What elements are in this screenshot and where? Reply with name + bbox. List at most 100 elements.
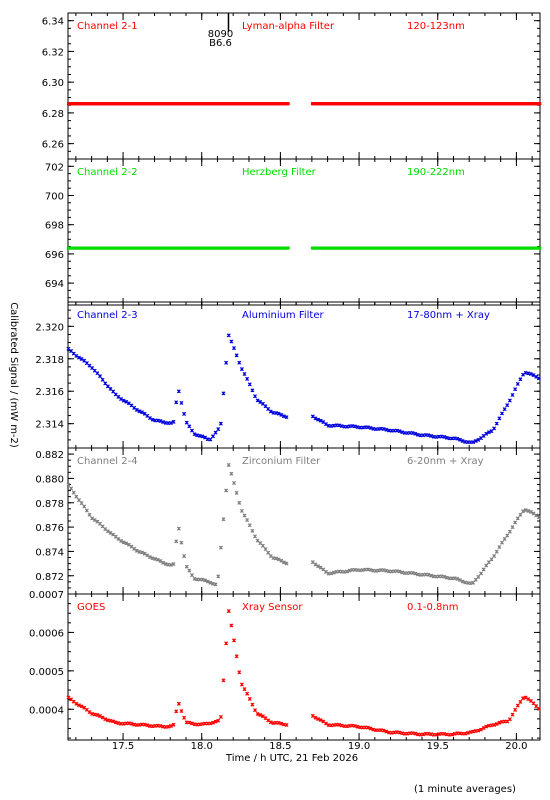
data-point — [316, 564, 321, 569]
data-point — [313, 416, 318, 421]
data-point — [471, 440, 476, 445]
data-point — [528, 509, 533, 514]
data-point — [234, 353, 239, 358]
data-point — [210, 720, 215, 725]
data-point — [492, 554, 497, 559]
data-point — [510, 392, 515, 397]
data-point — [90, 711, 95, 716]
panel-band-label: 17-80nm + Xray — [407, 310, 490, 321]
x-tick-label: 17.5 — [112, 741, 134, 752]
panel-3: 2.320 2.318 2.316 2.314 Channel 2-3 Aluminium… — [35, 301, 541, 449]
data-point — [208, 721, 213, 726]
data-point — [528, 371, 533, 376]
data-point — [489, 429, 494, 434]
data-point — [221, 391, 226, 396]
data-point — [168, 562, 173, 567]
data-point — [176, 526, 181, 531]
data-point — [113, 720, 118, 725]
data-point — [229, 339, 234, 344]
data-point — [232, 481, 236, 485]
data-point — [208, 437, 213, 442]
data-point — [318, 418, 323, 423]
data-point — [145, 553, 150, 558]
data-point — [242, 372, 247, 376]
y-tick-label: 2.316 — [35, 387, 64, 398]
data-point — [505, 403, 510, 408]
data-point — [111, 389, 116, 394]
data-point — [339, 424, 344, 429]
data-point — [119, 539, 124, 543]
data-point — [124, 399, 129, 404]
data-point — [253, 708, 258, 713]
data-point — [473, 577, 478, 582]
data-point — [337, 423, 342, 428]
y-axis-title: Calibrated Signal / (mW m-2) — [8, 302, 19, 448]
data-point — [518, 699, 523, 704]
data-point — [66, 482, 71, 487]
y-tick-label: 0.872 — [35, 572, 64, 583]
data-point — [216, 574, 221, 579]
data-point — [71, 490, 76, 495]
data-point — [513, 387, 518, 392]
data-point — [82, 504, 87, 509]
panel-band-label: 120-123nm — [407, 21, 465, 32]
data-point — [74, 494, 79, 499]
data-point — [492, 722, 497, 727]
data-point — [492, 426, 497, 431]
data-point — [538, 246, 542, 250]
data-point — [478, 727, 483, 732]
data-point — [494, 722, 499, 726]
data-point — [92, 518, 97, 523]
data-point — [526, 697, 531, 702]
data-point — [510, 525, 515, 530]
data-point — [161, 420, 166, 425]
data-point — [174, 400, 179, 405]
y-tick-label: 0.878 — [35, 499, 64, 510]
data-point — [513, 520, 518, 525]
data-point — [442, 434, 447, 439]
panel-2: 702 700 698 696 694 Channel 2-2 Herzberg Filte… — [45, 158, 542, 306]
data-point — [523, 695, 528, 700]
data-point — [176, 701, 181, 706]
data-point — [161, 560, 166, 565]
data-point — [119, 397, 124, 402]
data-point — [182, 554, 187, 559]
data-point — [534, 374, 539, 379]
x-axis-title: Time / h UTC, 21 Feb 2026 — [225, 753, 358, 764]
data-point — [247, 382, 252, 387]
data-point — [352, 723, 357, 728]
data-point — [153, 556, 158, 561]
data-point — [98, 714, 102, 718]
data-point — [484, 563, 489, 568]
data-point — [108, 718, 113, 723]
data-point — [103, 717, 108, 722]
data-point — [429, 433, 434, 438]
data-point — [384, 568, 389, 573]
data-point — [284, 561, 289, 566]
data-point — [276, 411, 281, 416]
data-point — [224, 641, 229, 646]
data-point — [74, 701, 79, 706]
data-point — [442, 574, 447, 579]
panel-frame — [67, 301, 541, 449]
data-point — [507, 717, 512, 722]
data-point — [100, 377, 105, 382]
x-tick-label: 18.5 — [269, 741, 291, 752]
data-point — [76, 498, 81, 503]
panel-frame — [67, 12, 541, 160]
data-point — [526, 508, 531, 513]
data-point — [400, 430, 405, 435]
data-point — [210, 581, 215, 586]
data-point — [226, 462, 231, 467]
data-point — [526, 371, 531, 376]
data-point — [103, 381, 108, 386]
data-point — [258, 400, 263, 404]
data-point — [481, 567, 486, 572]
data-point — [344, 569, 349, 574]
data-point — [494, 421, 499, 426]
data-point — [381, 426, 386, 431]
data-point — [536, 376, 541, 381]
data-point — [250, 528, 255, 533]
data-point — [318, 565, 323, 570]
